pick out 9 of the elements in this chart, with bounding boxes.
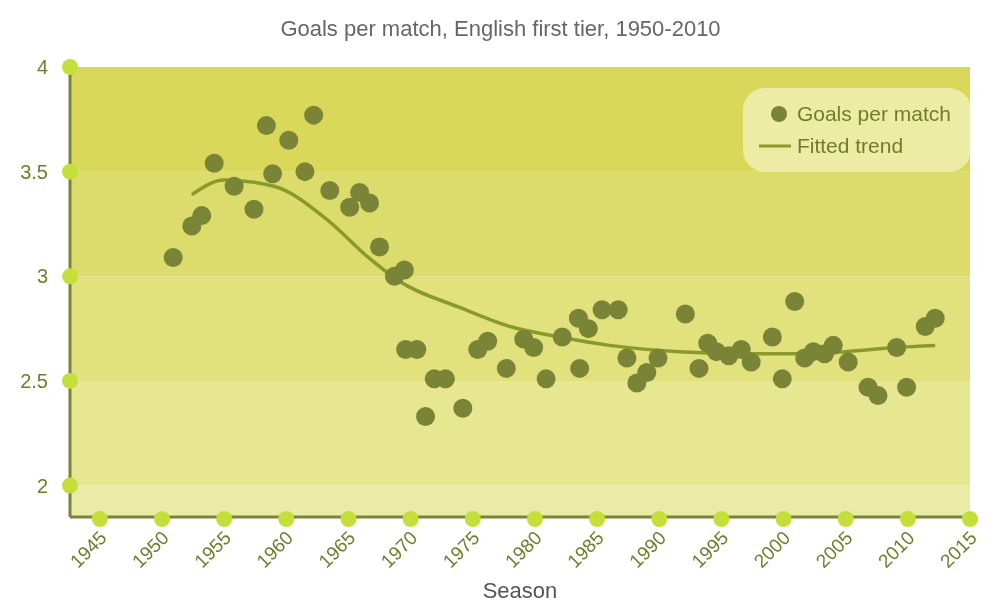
y-tick-label: 4 [36,56,48,78]
chart-title: Goals per match, English first tier, 1950-2010 [279,16,722,42]
y-tick-label: 2 [36,474,48,497]
legend-label: Goals per match [796,102,951,126]
y-tick-label: 3 [36,265,48,288]
x-axis-title: Season [481,578,559,604]
legend-label: Fitted trend [796,134,904,158]
y-tick-label: 3.5 [20,160,48,183]
y-tick-label: 2.5 [20,369,48,392]
